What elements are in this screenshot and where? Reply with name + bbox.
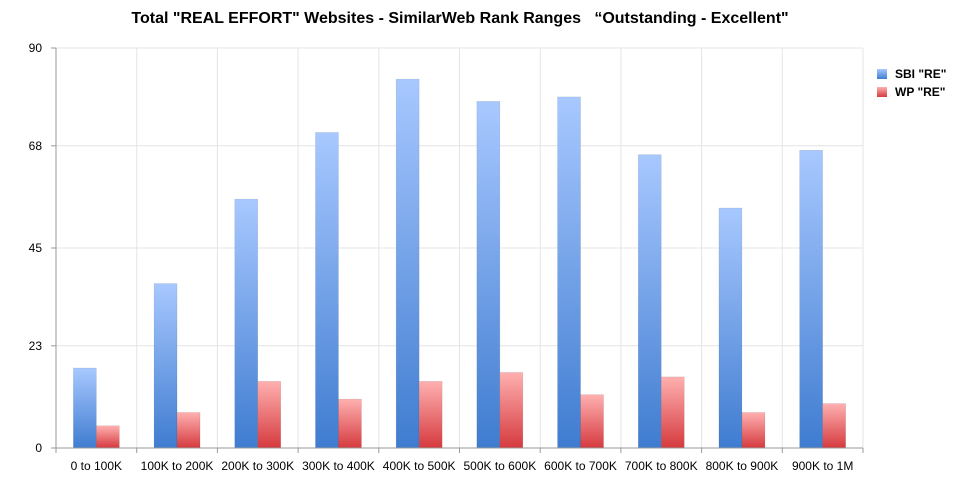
bar-sbi (557, 96, 581, 449)
bar-sbi (395, 78, 420, 449)
legend-item-sbi: SBI "RE" (877, 66, 946, 82)
bar-sbi (637, 154, 662, 449)
x-tick-label: 0 to 100K (71, 459, 122, 473)
bar-wp (418, 381, 443, 449)
bar-wp (338, 398, 362, 449)
bar-sbi (476, 101, 501, 449)
x-tick-label: 300K to 400K (302, 459, 375, 473)
bar-sbi (718, 207, 743, 449)
bar-wp (660, 376, 685, 449)
x-tick-label: 500K to 600K (463, 459, 536, 473)
bar-sbi (234, 198, 259, 449)
tick-labels: 0 23 45 68 90 0 to 100K 100K to 200K 200K to 30… (29, 41, 854, 473)
bar-wp (96, 425, 120, 449)
y-tick-label: 23 (29, 339, 43, 353)
y-tick-label: 45 (29, 241, 43, 255)
x-tick-label: 900K to 1M (792, 459, 853, 473)
x-tick-label: 200K to 300K (221, 459, 294, 473)
legend-label-wp: WP "RE" (895, 85, 946, 99)
legend: SBI "RE" WP "RE" (877, 66, 946, 102)
bar-sbi (799, 149, 823, 449)
y-tick-label: 68 (29, 139, 43, 153)
bar-wp (580, 394, 604, 449)
bar-wp (257, 381, 282, 449)
chart-title: Total "REAL EFFORT" Websites - SimilarWe… (131, 10, 789, 27)
bar-sbi (73, 367, 97, 449)
x-tick-label: 400K to 500K (383, 459, 456, 473)
legend-label-sbi: SBI "RE" (895, 67, 947, 81)
legend-item-wp: WP "RE" (877, 84, 946, 100)
bar-wp (741, 412, 766, 449)
bars (73, 78, 846, 449)
legend-swatch-wp (877, 87, 887, 97)
x-tick-label: 700K to 800K (625, 459, 698, 473)
x-tick-label: 800K to 900K (706, 459, 779, 473)
x-tick-label: 600K to 700K (544, 459, 617, 473)
bar-sbi (153, 283, 178, 449)
x-tick-label: 100K to 200K (141, 459, 214, 473)
bar-wp (176, 412, 201, 449)
bar-wp (822, 403, 846, 449)
bar-sbi (315, 132, 339, 449)
axes (51, 47, 864, 453)
y-tick-label: 90 (29, 41, 43, 55)
y-tick-label: 0 (35, 441, 42, 455)
bar-wp (499, 372, 524, 449)
legend-swatch-sbi (877, 69, 887, 79)
